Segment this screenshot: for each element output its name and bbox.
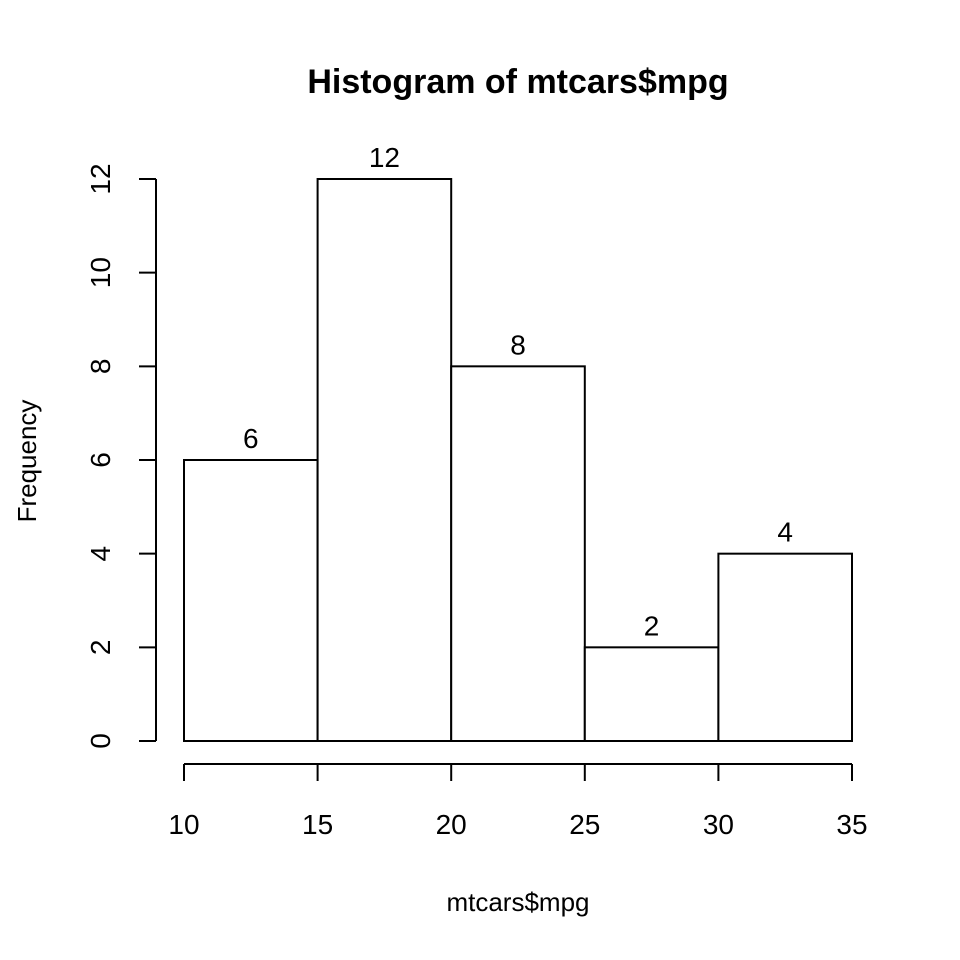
x-axis-label: mtcars$mpg xyxy=(446,887,589,917)
y-tick-label: 6 xyxy=(85,452,116,468)
y-tick-label: 8 xyxy=(85,359,116,375)
histogram-bar-30-35 xyxy=(717,552,854,743)
x-tick-label: 15 xyxy=(302,809,333,840)
x-tick-label: 25 xyxy=(569,809,600,840)
histogram-bars xyxy=(183,178,854,743)
x-tick-label: 35 xyxy=(836,809,867,840)
y-tick-label: 10 xyxy=(85,257,116,288)
histogram-bar-15-20 xyxy=(316,178,453,742)
x-tick-label: 20 xyxy=(436,809,467,840)
bar-value-label: 4 xyxy=(777,517,793,548)
histogram-bar-20-25 xyxy=(450,365,586,742)
x-tick-label: 30 xyxy=(703,809,734,840)
y-tick-label: 12 xyxy=(85,163,116,194)
histogram-bar-25-30 xyxy=(583,646,720,742)
bar-value-label: 8 xyxy=(510,329,526,360)
bar-value-label: 6 xyxy=(243,423,259,454)
y-tick-label: 2 xyxy=(85,640,116,656)
y-axis-label: Frequency xyxy=(12,400,42,523)
x-tick-label: 10 xyxy=(168,809,199,840)
y-tick-label: 4 xyxy=(85,546,116,562)
x-axis: 10 15 20 25 30 35 xyxy=(168,763,868,840)
bar-value-label: 2 xyxy=(644,610,660,641)
bar-value-label: 12 xyxy=(369,142,400,173)
histogram-bar-10-15 xyxy=(183,459,319,742)
y-tick-label: 0 xyxy=(85,733,116,749)
y-axis: 0 2 4 6 8 10 12 xyxy=(85,163,157,749)
chart-title: Histogram of mtcars$mpg xyxy=(307,63,728,101)
bar-value-labels: 6 12 8 2 4 xyxy=(243,142,793,641)
